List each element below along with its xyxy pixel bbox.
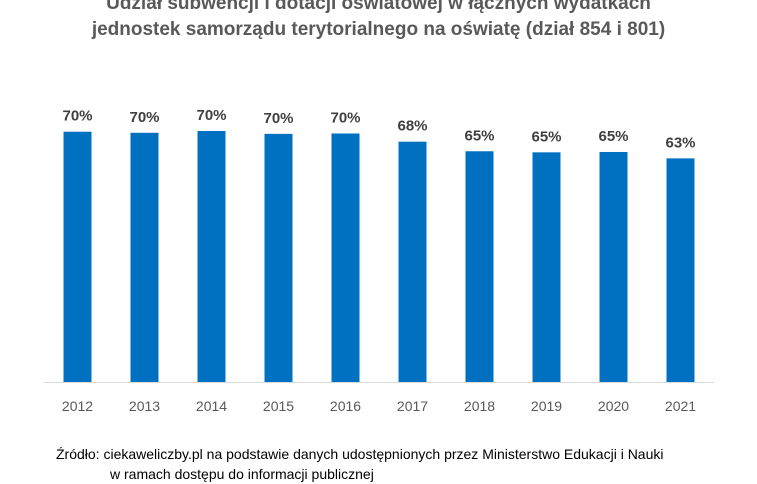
x-tick-label-2021: 2021 [665,398,696,414]
data-label-2020: 65% [598,128,628,145]
bar-2014 [197,131,226,382]
data-label-2019: 65% [531,128,561,145]
bar-2021 [666,158,695,382]
bar-2019 [532,152,561,382]
bar-2020 [599,151,628,382]
bar-2016 [331,133,360,382]
source-line-1: Źródło: ciekaweliczby.pl na podstawie da… [56,446,664,462]
bar-2015 [264,133,293,382]
x-tick-label-2020: 2020 [598,398,629,414]
bar-2017 [398,141,427,382]
bar-2013 [130,132,159,382]
x-tick-label-2019: 2019 [531,398,562,414]
data-label-2013: 70% [129,109,159,126]
data-label-2021: 63% [665,134,695,151]
chart-title-line-1: Udział subwencji i dotacji oświatowej w … [106,0,651,14]
data-label-2015: 70% [263,110,293,127]
x-tick-label-2014: 2014 [196,398,227,414]
x-tick-label-2016: 2016 [330,398,361,414]
x-tick-label-2012: 2012 [62,398,93,414]
bar-2012 [63,131,92,382]
chart-title-line-2: jednostek samorządu terytorialnego na oś… [91,19,666,40]
chart-title: Udział subwencji i dotacji oświatowej w … [0,0,757,43]
data-label-2016: 70% [330,109,360,126]
x-tick-label-2017: 2017 [397,398,428,414]
data-label-2014: 70% [196,107,226,124]
x-tick-label-2015: 2015 [263,398,294,414]
data-label-2018: 65% [464,127,494,144]
bar-chart: 70% 2012 70% 2013 70% 2014 70% 2015 70% 2016 68% 20… [44,107,714,414]
source-line-2: w ramach dostępu do informacji publiczne… [110,466,374,482]
x-tick-label-2013: 2013 [129,398,160,414]
bar-2018 [465,151,494,382]
x-tick-label-2018: 2018 [464,398,495,414]
data-label-2012: 70% [62,108,92,125]
data-label-2017: 68% [397,118,427,135]
